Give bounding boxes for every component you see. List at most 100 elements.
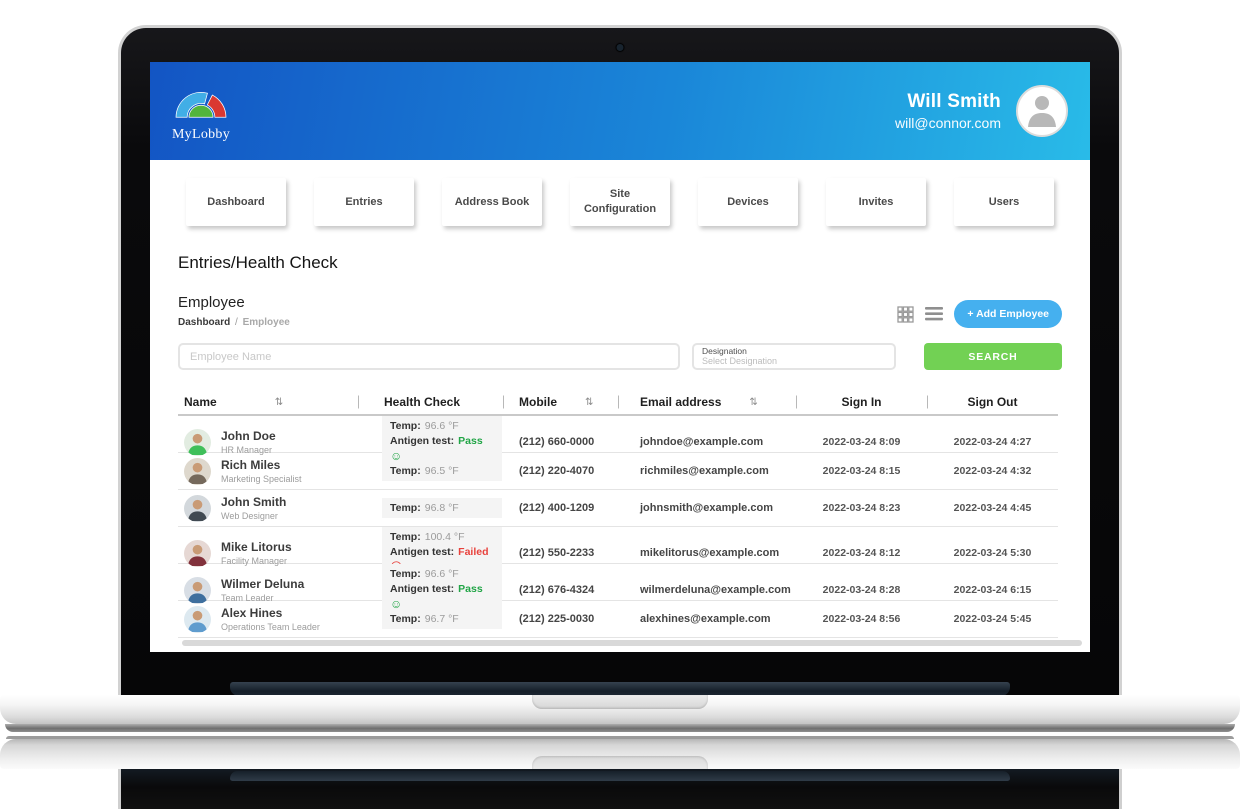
table-row[interactable]: Alex Hines Operations Team Leader Temp: 9…	[178, 601, 1058, 638]
column-divider	[358, 395, 359, 409]
sort-icon[interactable]: ⇅	[749, 396, 758, 408]
temp-value: 96.7 °F	[424, 612, 459, 625]
horizontal-scrollbar[interactable]	[182, 640, 1082, 646]
header-cell[interactable]: Sign In	[796, 390, 927, 414]
health-check-box: Temp: 96.8 °F	[382, 497, 502, 519]
header-cell[interactable]: Email address ⇅	[618, 390, 796, 414]
employee-role: Web Designer	[221, 510, 278, 521]
mobile-value: (212) 676-4324	[519, 584, 595, 597]
sign-in-value: 2022-03-24 8:09	[822, 436, 901, 449]
table-row[interactable]: John Smith Web Designer Temp: 96.8 °F	[178, 490, 1058, 527]
nav-tab[interactable]: Site Configuration	[570, 178, 670, 226]
table-row[interactable]: John Doe HR Manager Temp: 96.6 °F Antigen	[178, 416, 1058, 469]
email-value: johndoe@example.com	[640, 436, 764, 449]
mobile-value: (212) 220-4070	[519, 465, 595, 477]
table-body: John Doe HR Manager Temp: 96.6 °F Antigen	[178, 416, 1058, 638]
header-cell[interactable]: Name ⇅	[178, 390, 358, 414]
section-title: Employee	[178, 294, 245, 311]
temp-label: Temp:	[390, 568, 421, 580]
grid-view-icon[interactable]	[897, 305, 915, 323]
sort-icon[interactable]: ⇅	[585, 396, 594, 408]
add-employee-button[interactable]: + Add Employee	[954, 300, 1062, 328]
column-label: Sign In	[841, 395, 882, 409]
temp-label: Temp:	[390, 464, 421, 477]
health-check-box: Temp: 96.5 °F	[382, 460, 502, 482]
sign-in-value: 2022-03-24 8:12	[822, 547, 901, 560]
temp-value: 100.4 °F	[424, 531, 465, 543]
temp-value: 96.6 °F	[424, 568, 459, 580]
health-check-box: Temp: 96.7 °F	[382, 608, 502, 630]
email-value: mikelitorus@example.com	[640, 547, 780, 560]
nav-tab-label: Devices	[727, 195, 769, 208]
column-label: Email address	[640, 395, 722, 409]
section-header: Employee Dashboard / Employee	[178, 294, 1062, 328]
nav-tab-label: Entries	[345, 195, 383, 208]
mobile-value: (212) 660-0000	[519, 436, 595, 449]
nav-tab[interactable]: Users	[954, 178, 1054, 226]
table-header: Name ⇅ Health Check Mobile ⇅	[178, 390, 1058, 416]
table-row[interactable]: Rich Miles Marketing Specialist Temp: 96.…	[178, 453, 1058, 490]
table-row[interactable]: Wilmer Deluna Team Leader Temp: 96.6 °F A…	[178, 564, 1058, 617]
health-check-box: Temp: 96.6 °F Antigen test: Pass ☺	[382, 416, 502, 469]
nav-tab-label: Invites	[858, 195, 894, 208]
health-check-box: Temp: 96.6 °F Antigen test: Pass ☺	[382, 564, 502, 617]
column-divider	[796, 395, 797, 409]
temp-value: 96.5 °F	[424, 464, 459, 477]
sign-out-value: 2022-03-24 6:15	[953, 584, 1032, 597]
breadcrumb-separator: /	[235, 317, 238, 328]
brand-logo: MyLobby	[170, 84, 232, 143]
sign-in-value: 2022-03-24 8:56	[822, 613, 901, 625]
user-info: Will Smith will@connor.com	[895, 85, 1068, 137]
breadcrumb-root[interactable]: Dashboard	[178, 317, 231, 328]
designation-select[interactable]: Designation Select Designation	[692, 343, 896, 370]
nav-tab[interactable]: Dashboard	[186, 178, 286, 226]
row-avatar	[184, 539, 211, 567]
user-avatar[interactable]	[1016, 85, 1068, 137]
email-value: richmiles@example.com	[640, 465, 769, 477]
sign-in-value: 2022-03-24 8:28	[822, 584, 901, 597]
employee-name: John Doe	[221, 429, 276, 444]
temp-label: Temp:	[390, 420, 421, 432]
list-view-icon[interactable]	[925, 307, 944, 321]
temp-value: 96.6 °F	[424, 420, 459, 432]
antigen-label: Antigen test:	[390, 582, 455, 595]
row-avatar	[184, 457, 211, 485]
search-button[interactable]: SEARCH	[924, 343, 1062, 370]
base-notch-reflection	[532, 756, 708, 769]
nav-tab[interactable]: Entries	[314, 178, 414, 226]
face-icon: ☺	[390, 449, 403, 464]
nav-tab[interactable]: Invites	[826, 178, 926, 226]
row-avatar	[184, 494, 211, 522]
table-row[interactable]: Mike Litorus Facility Manager Temp: 100.4…	[178, 527, 1058, 580]
breadcrumb-current: Employee	[242, 317, 290, 328]
base-reflection	[0, 736, 1240, 769]
nav-tab-label: Users	[988, 195, 1020, 208]
laptop-screen: MyLobby Will Smith will@connor.com	[150, 62, 1090, 652]
section-actions: + Add Employee	[897, 300, 1062, 328]
column-label: Name	[184, 395, 217, 409]
nav-tab[interactable]: Address Book	[442, 178, 542, 226]
laptop-hinge	[230, 682, 1010, 696]
sort-icon[interactable]: ⇅	[274, 396, 284, 408]
sign-out-value: 2022-03-24 5:30	[953, 547, 1032, 560]
employee-name: Rich Miles	[221, 458, 281, 473]
nav-tabs: Dashboard Entries Address Book Site Conf…	[186, 178, 1054, 226]
header-cell[interactable]: Health Check	[358, 390, 503, 414]
antigen-label: Antigen test:	[390, 434, 455, 447]
base-front-edge	[5, 724, 1235, 732]
nav-tab[interactable]: Devices	[698, 178, 798, 226]
nav-tab-label: Dashboard	[207, 195, 265, 208]
header-cell[interactable]: Sign Out	[927, 390, 1058, 414]
employee-name-input[interactable]	[178, 343, 680, 370]
antigen-result: Failed	[458, 545, 489, 558]
row-avatar	[184, 576, 211, 604]
mobile-value: (212) 225-0030	[519, 613, 595, 625]
sign-in-value: 2022-03-24 8:23	[822, 502, 901, 514]
user-email: will@connor.com	[894, 115, 1001, 131]
temp-label: Temp:	[390, 612, 421, 625]
sign-out-value: 2022-03-24 5:45	[953, 613, 1032, 625]
page-title: Entries/Health Check	[178, 253, 338, 272]
antigen-label: Antigen test:	[390, 545, 455, 558]
employee-role: HR Manager	[221, 444, 273, 455]
header-cell[interactable]: Mobile ⇅	[503, 390, 618, 414]
